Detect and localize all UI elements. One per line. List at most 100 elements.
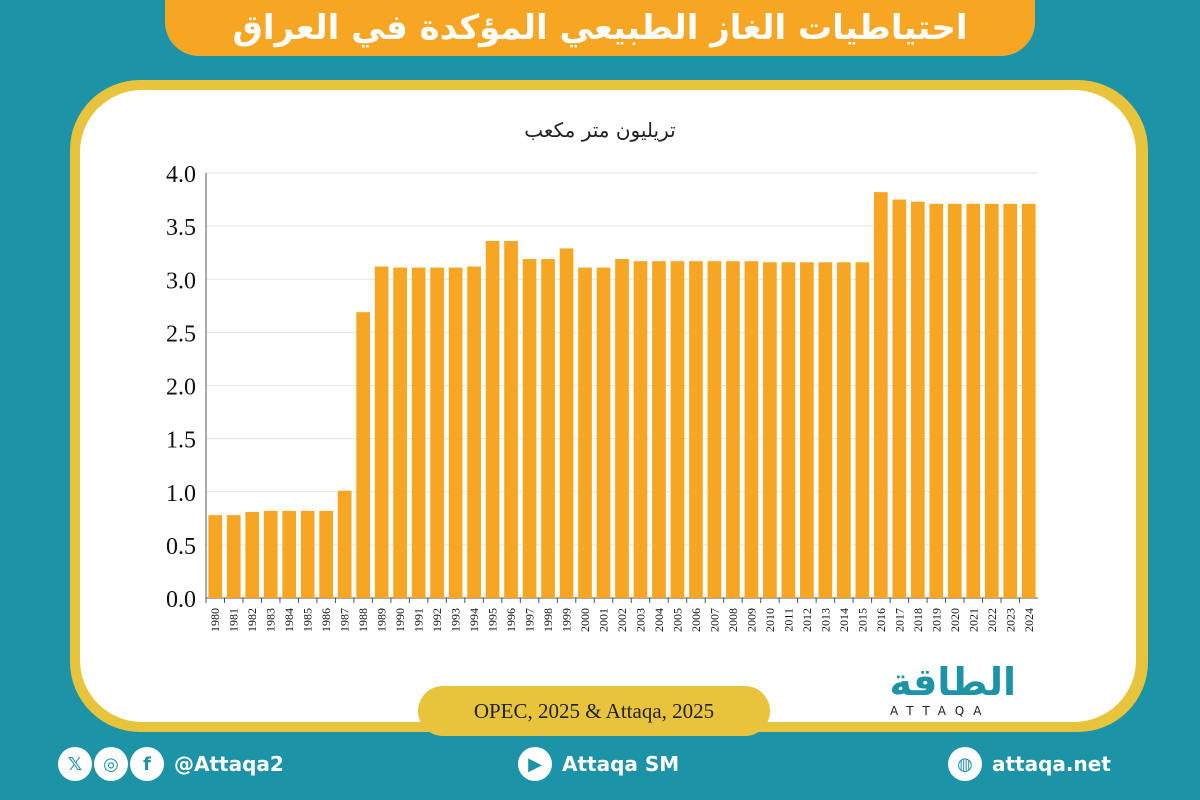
bar [744,261,759,598]
bar [874,192,888,598]
x-tick-label: 1990 [393,608,407,632]
website-link[interactable]: attaqa.net [992,752,1111,776]
chart-card: 0.0 0.5 1.0 1.5 2.0 2.5 3.0 3.5 4.0 1980 1981 1982 1… [80,90,1136,722]
x-tick-label: 2013 [818,608,832,632]
x-tick-label: 1994 [467,608,481,632]
logo-text: الطاقة [889,660,1016,704]
bar [947,203,962,598]
y-tick-label: 3.5 [166,215,196,241]
bar [504,241,518,598]
bar [1003,203,1018,598]
x-tick-label: 2012 [800,608,814,632]
bar [559,248,574,598]
bar [430,267,444,598]
x-tick-label: 1993 [449,608,463,632]
bar [522,259,537,598]
bar [689,261,703,598]
x-tick-label: 2007 [707,608,721,632]
bar [541,259,555,598]
bar [763,262,777,598]
youtube-icon[interactable]: ▶ [518,747,552,781]
instagram-icon[interactable]: ◎ [94,747,128,781]
y-axis-unit-label: تريليون متر مكعب [524,118,676,142]
x-icon[interactable]: 𝕏 [58,747,92,781]
x-tick-label: 1989 [375,608,389,632]
y-tick-label: 0.5 [166,534,196,560]
x-tick-label: 2018 [911,608,925,632]
attaqa-logo: الطاقة ATTAQA [872,660,1052,720]
bar [245,511,260,598]
chart-title: احتياطيات الغاز الطبيعي المؤكدة في العرا… [232,8,968,48]
bar [818,262,833,598]
bar [319,510,334,598]
x-tick-label: 2004 [652,608,666,632]
y-tick-label: 1.5 [166,428,196,454]
logo-subtext: ATTAQA [890,704,991,718]
x-tick-label: 2008 [726,608,740,632]
bar-chart: 0.0 0.5 1.0 1.5 2.0 2.5 3.0 3.5 4.0 1980 1981 1982 1… [166,162,1038,632]
x-tick-label: 2014 [837,608,851,632]
x-tick-label: 1996 [504,608,518,632]
x-tick-label: 1992 [430,608,444,632]
x-tick-label: 2017 [892,608,906,632]
bar [485,241,500,598]
bar [800,262,814,598]
bar [226,515,241,598]
website-footer: ◍ attaqa.net [948,744,1111,784]
bar [356,312,370,598]
y-tick-label: 2.5 [166,321,196,347]
x-tick-label: 2021 [966,608,980,632]
x-tick-label: 2000 [578,608,592,632]
x-tick-label: 2001 [597,608,611,632]
bar [652,261,666,598]
bar [282,510,297,598]
bar [300,510,315,598]
bar [984,203,999,598]
x-tick-label: 1980 [208,608,222,632]
x-tick-label: 1995 [486,608,500,632]
bar [966,203,981,598]
x-tick-label: 1983 [264,608,278,632]
bar [374,266,389,598]
youtube-footer: ▶ Attaqa SM [518,744,679,784]
x-tick-label: 2015 [855,608,869,632]
x-tick-label: 2024 [1022,608,1036,632]
y-tick-label: 3.0 [166,268,196,294]
bar [263,510,278,598]
facebook-icon[interactable]: f [130,747,164,781]
source-badge: OPEC, 2025 & Attaqa, 2025 [418,686,770,736]
bar [910,201,925,598]
x-tick-label: 1985 [301,608,315,632]
x-tick-label: 2005 [670,608,684,632]
social-handle[interactable]: @Attaqa2 [174,752,284,776]
x-tick-label: 1984 [282,608,296,632]
x-tick-label: 2020 [948,608,962,632]
bar [1021,203,1036,598]
bar [337,490,352,598]
x-tick-label: 1987 [338,608,352,632]
title-banner: احتياطيات الغاز الطبيعي المؤكدة في العرا… [165,0,1035,56]
bar [929,203,944,598]
bar [578,267,592,598]
x-tick-label: 2003 [633,608,647,632]
bar [726,261,740,598]
bar [855,262,870,598]
bar [837,262,851,598]
bar [707,261,722,598]
x-tick-label: 1999 [560,608,574,632]
x-tick-label: 1986 [319,608,333,632]
x-tick-label: 2019 [929,608,943,632]
y-tick-label: 0.0 [166,587,196,613]
x-tick-label: 2023 [1003,608,1017,632]
x-tick-label: 2010 [763,608,777,632]
x-tick-label: 1997 [523,608,537,632]
globe-icon[interactable]: ◍ [948,747,982,781]
x-tick-label: 1991 [412,608,426,632]
bar [448,267,463,598]
x-tick-label: 2002 [615,608,629,632]
x-tick-label: 2009 [744,608,758,632]
bar [596,267,611,598]
youtube-handle[interactable]: Attaqa SM [562,752,680,776]
y-tick-label: 2.0 [166,375,196,401]
bar [633,261,648,598]
